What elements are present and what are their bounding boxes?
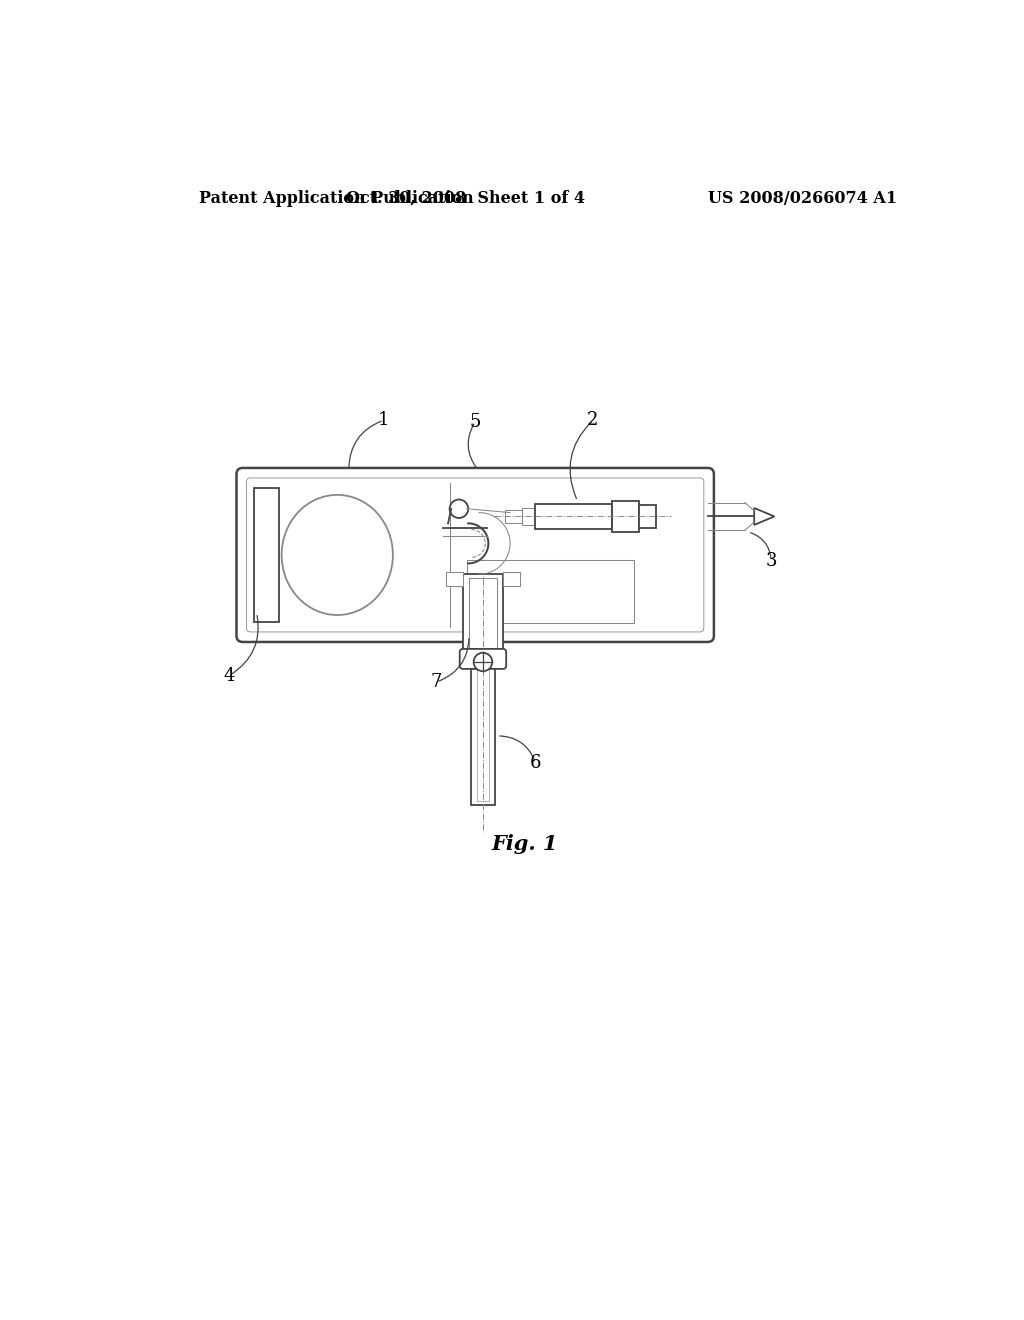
Bar: [506, 510, 522, 524]
Bar: [535, 504, 612, 529]
Text: 2: 2: [588, 412, 599, 429]
Text: Fig. 1: Fig. 1: [492, 834, 558, 854]
Bar: [467, 560, 634, 623]
Bar: [463, 574, 503, 659]
Ellipse shape: [282, 495, 393, 615]
FancyBboxPatch shape: [460, 649, 506, 669]
Text: 4: 4: [223, 667, 234, 685]
Text: 3: 3: [766, 552, 777, 570]
Bar: [471, 659, 495, 805]
Bar: [445, 572, 463, 586]
Text: Oct. 30, 2008  Sheet 1 of 4: Oct. 30, 2008 Sheet 1 of 4: [346, 190, 585, 207]
Text: 1: 1: [378, 412, 389, 429]
Text: US 2008/0266074 A1: US 2008/0266074 A1: [708, 190, 897, 207]
Bar: [477, 663, 489, 801]
FancyBboxPatch shape: [237, 469, 714, 642]
Bar: [522, 508, 535, 525]
Bar: [612, 502, 639, 532]
Text: Patent Application Publication: Patent Application Publication: [200, 190, 474, 207]
Circle shape: [474, 653, 493, 671]
Bar: [503, 572, 520, 586]
Bar: [254, 488, 280, 622]
Circle shape: [450, 499, 468, 517]
Bar: [639, 504, 655, 528]
Text: 6: 6: [529, 754, 542, 772]
Bar: [469, 578, 497, 655]
Text: 7: 7: [431, 673, 442, 690]
Text: 5: 5: [470, 413, 481, 430]
Polygon shape: [755, 508, 774, 525]
